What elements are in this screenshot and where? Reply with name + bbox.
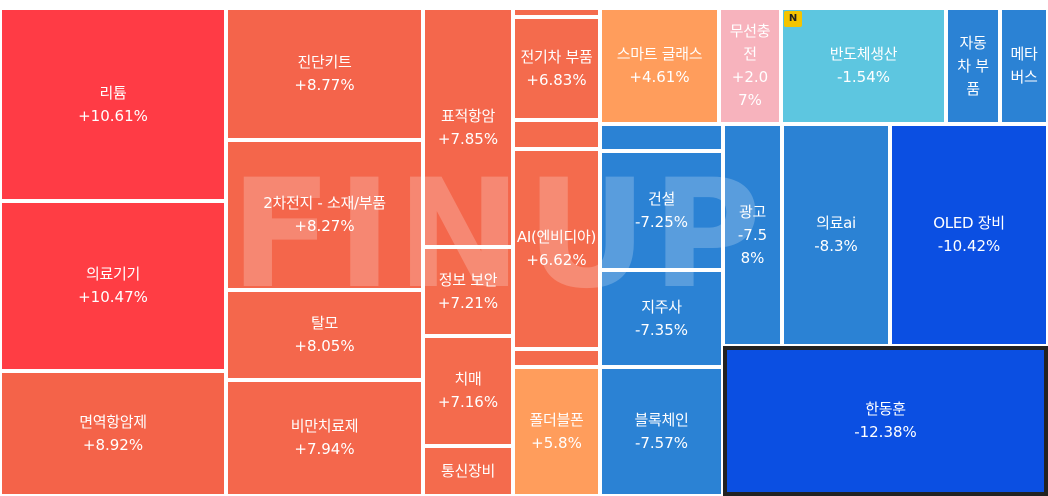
cell-label: 표적항암 <box>440 106 495 125</box>
treemap-cell[interactable]: 무선충전 +2.07% <box>719 8 781 124</box>
cell-label: 통신장비 <box>440 461 495 480</box>
cell-change: +7.85% <box>437 129 499 148</box>
cell-label: 건설 <box>647 189 675 208</box>
cell-label: 2차전지 - 소재/부품 <box>263 194 386 212</box>
cell-label: 메타버스 <box>1010 45 1038 86</box>
treemap-cell[interactable]: 광고 -7.58% <box>723 124 782 346</box>
treemap-cell[interactable]: 반도체생산 -1.54% N <box>781 8 946 124</box>
cell-label: 의료ai <box>816 214 856 232</box>
treemap-cell[interactable]: 폴더블폰 +5.8% <box>513 367 600 496</box>
treemap-cell[interactable] <box>513 8 600 17</box>
cell-label: 정보 보안 <box>438 270 498 289</box>
cell-label: 탈모 <box>310 314 338 332</box>
cell-change: +6.62% <box>526 251 587 269</box>
treemap-cell[interactable]: 비만치료제 +7.94% <box>226 380 423 496</box>
cell-change: +6.83% <box>526 70 587 89</box>
treemap-cell[interactable]: 블록체인 -7.57% <box>600 367 723 496</box>
cell-change: +8.27% <box>294 217 355 235</box>
cell-change: +10.47% <box>78 288 148 306</box>
cell-label: 지주사 <box>641 297 682 316</box>
cell-label: 무선충전 <box>729 22 771 63</box>
treemap-cell[interactable]: 자동차 부품 <box>946 8 1000 124</box>
cell-change: -1.54% <box>836 68 891 86</box>
treemap-cell[interactable] <box>513 120 600 149</box>
treemap-cell[interactable]: 표적항암 +7.85% <box>423 8 513 247</box>
cell-label: 스마트 글래스 <box>616 45 703 63</box>
cell-change: +2.07% <box>731 68 769 109</box>
treemap-cell[interactable]: 치매 +7.16% <box>423 336 513 446</box>
treemap-cell[interactable]: 통신장비 <box>423 446 513 496</box>
cell-label: 치매 <box>454 370 482 388</box>
cell-change: +4.61% <box>629 68 690 86</box>
cell-change: -7.35% <box>634 320 689 339</box>
cell-change: +8.92% <box>82 435 144 454</box>
cell-change: +8.05% <box>294 337 355 355</box>
treemap-cell[interactable]: OLED 장비 -10.42% <box>890 124 1048 346</box>
treemap-cell[interactable]: 진단키트 +8.77% <box>226 8 423 140</box>
cell-label: 한동훈 <box>865 400 906 418</box>
treemap-cell[interactable]: 면역항암제 +8.92% <box>0 371 226 496</box>
cell-label: 진단키트 <box>297 53 352 71</box>
cell-change: -7.58% <box>737 225 768 267</box>
cell-label: 반도체생산 <box>829 45 898 63</box>
cell-label: 의료기기 <box>85 265 140 283</box>
cell-change: +8.77% <box>294 76 355 94</box>
treemap-cell[interactable]: 의료ai -8.3% <box>782 124 890 346</box>
cell-change: +7.21% <box>437 293 499 312</box>
cell-label: 폴더블폰 <box>529 410 584 429</box>
cell-label: 리튬 <box>99 83 127 102</box>
cell-change: +7.94% <box>294 440 355 458</box>
treemap-cell[interactable]: 의료기기 +10.47% <box>0 201 226 371</box>
treemap-cell[interactable] <box>600 124 723 151</box>
cell-label: 자동차 부품 <box>957 33 989 98</box>
cell-change: -7.25% <box>634 212 689 231</box>
treemap-cell[interactable]: 건설 -7.25% <box>600 151 723 270</box>
cell-change: +10.61% <box>78 106 148 125</box>
treemap-cell[interactable] <box>513 349 600 367</box>
cell-change: -10.42% <box>937 237 1001 255</box>
treemap-cell[interactable]: AI(엔비디아) +6.62% <box>513 149 600 349</box>
cell-change: +7.16% <box>437 393 499 411</box>
treemap-cell[interactable]: 리튬 +10.61% <box>0 8 226 201</box>
cell-label: 광고 <box>738 202 766 221</box>
cell-label: 면역항암제 <box>79 412 147 431</box>
cell-change: -8.3% <box>814 237 858 255</box>
treemap-cell[interactable]: 정보 보안 +7.21% <box>423 247 513 336</box>
cell-change: -12.38% <box>854 423 917 441</box>
cell-label: 블록체인 <box>634 410 689 429</box>
cell-label: AI(엔비디아) <box>516 228 597 246</box>
treemap-cell[interactable]: 2차전지 - 소재/부품 +8.27% <box>226 140 423 290</box>
treemap-cell[interactable]: 전기차 부품 +6.83% <box>513 17 600 120</box>
cell-change: +5.8% <box>531 433 582 452</box>
treemap-cell[interactable]: 메타버스 <box>1000 8 1048 124</box>
cell-label: 전기차 부품 <box>520 47 593 66</box>
cell-change: -7.57% <box>634 433 689 452</box>
cell-label: 비만치료제 <box>290 417 359 435</box>
treemap-cell[interactable]: 스마트 글래스 +4.61% <box>600 8 719 124</box>
cell-label: OLED 장비 <box>933 214 1005 232</box>
treemap-cell[interactable]: 탈모 +8.05% <box>226 290 423 380</box>
treemap-cell[interactable]: 지주사 -7.35% <box>600 270 723 367</box>
new-badge: N <box>784 11 802 27</box>
treemap-cell[interactable]: 한동훈 -12.38% <box>723 346 1048 496</box>
